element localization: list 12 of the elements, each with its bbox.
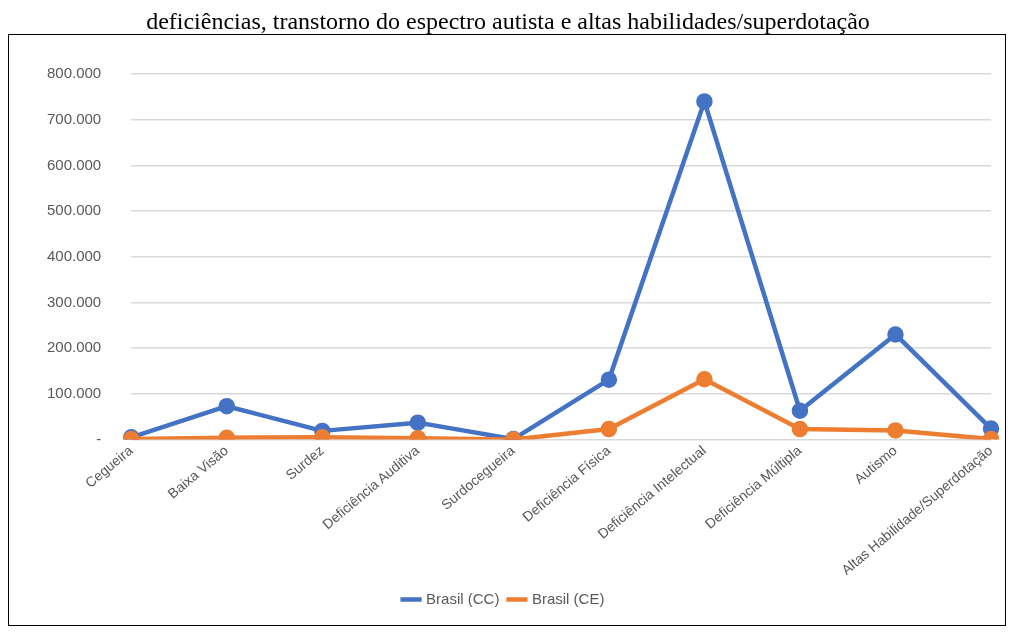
legend-label: Brasil (CE)	[531, 589, 605, 607]
y-tick-label: 800.000	[46, 64, 102, 82]
y-tick-label: 500.000	[46, 201, 102, 219]
y-tick-label: 700.000	[46, 109, 102, 127]
y-tick-label: 300.000	[46, 292, 102, 310]
y-tick-label: 400.000	[46, 246, 102, 264]
legend-label: Brasil (CC)	[426, 589, 500, 607]
chart-title: deficiências, transtorno do espectro autista e altas habilidades/superdotação	[145, 8, 871, 34]
y-tick-label: 200.000	[46, 338, 102, 356]
y-tick-label: 100.000	[46, 384, 102, 402]
y-tick-label: -	[96, 429, 102, 447]
y-tick-label: 600.000	[46, 155, 102, 173]
